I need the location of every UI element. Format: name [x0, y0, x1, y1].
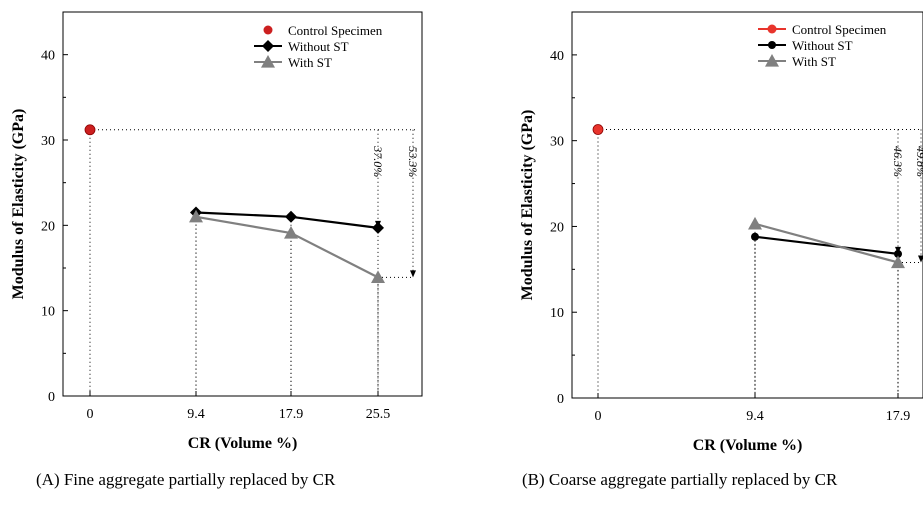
p0-legend-label: With ST — [288, 55, 332, 70]
p0-legend-marker — [261, 55, 275, 68]
p1-arrow-head — [918, 255, 923, 263]
p0-data-point-without-st — [372, 221, 384, 234]
caption-b: (B) Coarse aggregate partially replaced … — [522, 470, 838, 489]
p0-plot-frame — [62, 11, 423, 397]
p1-x-tick-label: 9.4 — [746, 409, 764, 424]
p0-arrow-head — [410, 270, 416, 278]
p1-y-tick-label: 10 — [550, 306, 564, 321]
p1-y-tick-label: 20 — [550, 220, 564, 235]
p0-data-point-with-st — [284, 226, 298, 239]
p0-data-point-with-st — [189, 209, 203, 223]
p1-legend-label: Without ST — [792, 38, 853, 53]
p0-x-tick-label: 9.4 — [187, 407, 205, 422]
p1-plot-frame — [571, 11, 923, 399]
p1-legend-label: With ST — [792, 54, 836, 69]
p1-x-axis-title: CR (Volume %) — [693, 437, 803, 454]
p0-reduction-label: 37.0% — [371, 145, 385, 177]
p0-series-line-with-st — [195, 215, 379, 279]
p1-data-point-without-st — [751, 232, 759, 241]
p0-data-point-with-st — [371, 270, 385, 283]
p1-y-tick-label: 0 — [557, 392, 564, 407]
p0-x-tick-label: 25.5 — [366, 407, 391, 422]
p1-y-tick-label: 40 — [550, 49, 564, 64]
p1-legend-label: Control Specimen — [792, 22, 887, 37]
p1-legend-marker — [768, 41, 776, 49]
p0-y-axis-title: Modulus of Elasticity (GPa) — [10, 109, 27, 300]
p1-legend-marker — [765, 54, 779, 67]
p0-y-tick-label: 20 — [41, 219, 55, 234]
p1-y-tick-label: 30 — [550, 135, 564, 150]
p0-reduction-label: 53.3% — [406, 146, 420, 177]
p1-data-point-with-st — [891, 255, 905, 269]
p0-x-axis-title: CR (Volume %) — [188, 435, 298, 452]
p1-control-point — [592, 124, 604, 135]
p0-x-tick-label: 17.9 — [279, 407, 304, 422]
p0-y-tick-label: 40 — [41, 49, 55, 64]
p1-data-point-without-st — [894, 249, 902, 258]
p1-series-line-without-st — [754, 235, 899, 255]
p1-x-tick-label: 0 — [595, 409, 602, 424]
p1-reduction-label: 46.3% — [891, 146, 905, 177]
p0-legend-label: Without ST — [288, 39, 349, 54]
p1-y-axis-title: Modulus of Elasticity (GPa) — [519, 110, 536, 301]
p0-legend-marker — [262, 40, 274, 52]
p1-reduction-label: 49.8% — [914, 146, 923, 177]
p1-data-point-with-st — [748, 216, 762, 230]
p0-legend-label: Control Specimen — [288, 23, 383, 38]
p0-x-tick-label: 0 — [87, 407, 94, 422]
p0-y-tick-label: 10 — [41, 305, 55, 320]
p1-legend-marker — [767, 24, 777, 34]
p0-data-point-without-st — [285, 210, 297, 223]
p0-legend-marker — [263, 25, 273, 35]
p0-control-point — [84, 124, 96, 136]
p0-y-tick-label: 30 — [41, 134, 55, 149]
p1-series-line-with-st — [754, 222, 899, 264]
caption-a: (A) Fine aggregate partially replaced by… — [36, 470, 336, 489]
p0-y-tick-label: 0 — [48, 390, 55, 405]
p1-x-tick-label: 17.9 — [886, 409, 911, 424]
